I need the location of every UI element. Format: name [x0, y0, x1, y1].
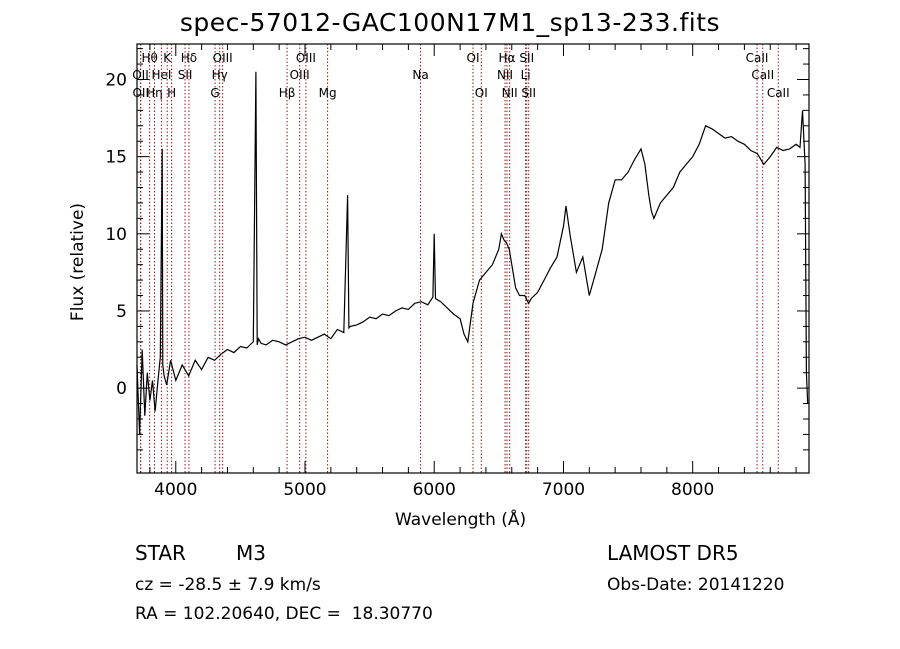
y-tick-label: 10 — [105, 225, 127, 245]
y-tick-label: 0 — [116, 379, 127, 399]
line-marker-label: Hγ — [212, 68, 228, 82]
line-marker-label: SII — [521, 86, 536, 100]
line-marker-label: OII — [132, 68, 149, 82]
line-marker-label: OIII — [296, 51, 316, 65]
x-tick-label: 5000 — [283, 480, 326, 500]
x-axis: 4000 5000 6000 7000 8000 — [149, 44, 797, 500]
line-marker-label: Mg — [319, 86, 337, 100]
line-marker-label: Hδ — [181, 51, 197, 65]
line-marker-label: HeI — [151, 68, 171, 82]
line-marker-label: Hβ — [279, 86, 296, 100]
chart-title: spec-57012-GAC100N17M1_sp13-233.fits — [179, 8, 721, 37]
survey-name: LAMOST DR5 — [607, 541, 739, 565]
line-marker-label: OI — [467, 51, 480, 65]
plot-frame — [136, 43, 810, 474]
object-subclass: M3 — [236, 541, 266, 565]
line-marker-label: SII — [178, 68, 193, 82]
line-marker-label: G — [210, 86, 219, 100]
line-marker-label: NII — [502, 86, 518, 100]
line-marker-label: OII — [132, 86, 149, 100]
coordinates: RA = 102.20640, DEC = 18.30770 — [135, 604, 433, 624]
redshift-velocity: cz = -28.5 ± 7.9 km/s — [135, 575, 321, 595]
line-marker-label: Hθ — [141, 51, 157, 65]
y-tick-label: 20 — [105, 70, 127, 90]
line-marker-label: SII — [519, 51, 534, 65]
line-marker-label: H — [167, 86, 176, 100]
line-marker-label: Li — [521, 68, 531, 82]
spectrum-series — [136, 71, 809, 435]
line-marker-label: OIII — [290, 68, 310, 82]
line-marker-label: Hη — [146, 86, 163, 100]
spectrum-line-0 — [136, 71, 809, 435]
line-marker-label: OIII — [213, 51, 233, 65]
line-marker-label: K — [163, 51, 172, 65]
line-marker-label: CaII — [767, 86, 790, 100]
x-tick-label: 4000 — [154, 480, 197, 500]
x-tick-label: 8000 — [671, 480, 714, 500]
x-axis-label: Wavelength (Å) — [395, 510, 527, 530]
line-markers — [139, 44, 779, 473]
line-marker-label: NII — [497, 68, 513, 82]
y-tick-label: 5 — [116, 302, 127, 322]
x-tick-label: 6000 — [413, 480, 456, 500]
y-tick-label: 15 — [105, 148, 127, 168]
line-marker-label: CaII — [751, 68, 774, 82]
observation-date: Obs-Date: 20141220 — [607, 575, 785, 595]
y-axis-label: Flux (relative) — [68, 202, 88, 322]
line-marker-label: CaII — [746, 51, 769, 65]
line-marker-label: OI — [475, 86, 488, 100]
x-tick-label: 7000 — [542, 480, 585, 500]
y-axis: 0 5 10 15 20 — [105, 48, 809, 451]
line-marker-label: Na — [412, 68, 428, 82]
line-marker-label: Hα — [499, 51, 516, 65]
object-class: STAR — [135, 541, 186, 565]
